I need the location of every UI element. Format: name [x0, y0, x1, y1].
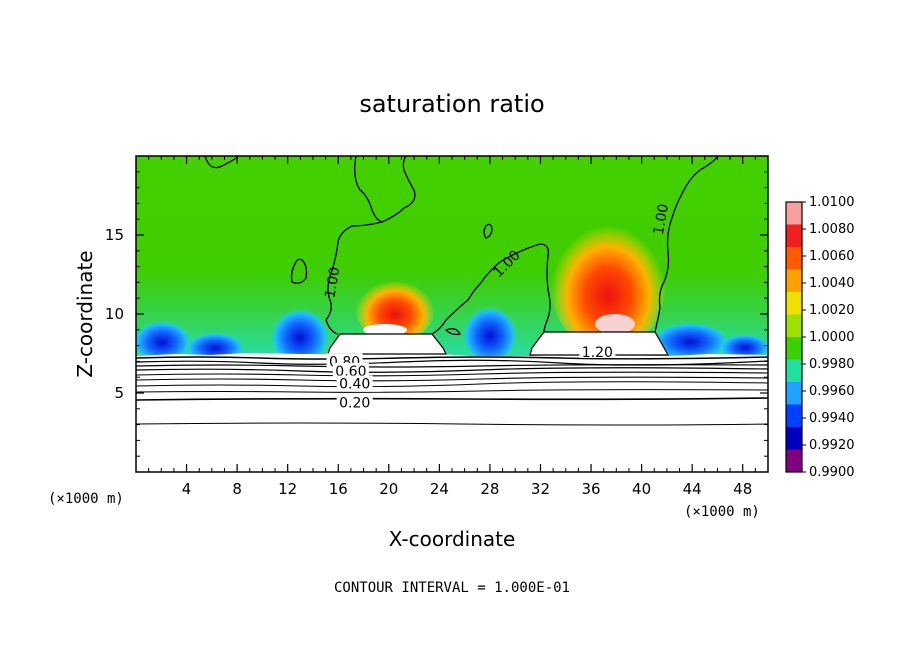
contour-label-bg: [579, 343, 616, 358]
colorbar-tick-label: 1.0060: [809, 249, 855, 264]
x-axis-label: X-coordinate: [389, 527, 516, 551]
dry-spot: [270, 302, 330, 362]
colorbar-swatch: [786, 292, 802, 315]
cloud-top-cap: [363, 324, 407, 336]
colorbar-tick-label: 0.9940: [809, 411, 855, 426]
x-tick-label: 20: [379, 480, 398, 498]
chart-title: saturation ratio: [359, 90, 544, 118]
contour-label-bg: [336, 375, 373, 390]
dry-spot: [136, 316, 192, 360]
y-axis: 5 10 15: [105, 171, 768, 457]
contour-label-text: 0.40: [339, 377, 370, 393]
colorbar-tick-label: 0.9960: [809, 384, 855, 399]
colorbar-tick-label: 1.0020: [809, 303, 855, 318]
x-unit-right: (×1000 m): [684, 504, 760, 520]
contour-label-bg: [332, 362, 369, 377]
y-tick-label: 15: [105, 226, 124, 244]
x-tick-label: 40: [632, 480, 651, 498]
colorbar-swatch: [786, 359, 802, 383]
y-tick-label: 5: [114, 384, 124, 402]
y-axis-label: Z-coordinate: [73, 250, 97, 377]
colorbar-swatch: [786, 202, 802, 225]
supersaturation-plume: [550, 212, 666, 352]
cloud-top-cap: [595, 314, 635, 334]
colorbar-swatch: [786, 224, 802, 248]
cloud-core-left: [327, 333, 447, 355]
x-tick-label: 36: [581, 480, 600, 498]
plot-area: 1.001.001.001.200.800.600.400.20: [136, 156, 768, 472]
contour-label-text: 1.20: [582, 345, 613, 361]
contour-label-text: 1.00: [651, 203, 672, 236]
x-tick-label: 24: [430, 480, 449, 498]
colorbar-swatch: [786, 449, 802, 473]
contour-label-text: 0.20: [339, 395, 370, 411]
colorbar-tick-label: 0.9920: [809, 438, 855, 453]
x-tick-label: 12: [278, 480, 297, 498]
colorbar-swatch: [786, 382, 802, 405]
colorbar-tick-label: 1.0080: [809, 222, 855, 237]
contour-label: 0.20: [336, 394, 373, 411]
contour-label: 1.20: [579, 343, 616, 361]
colorbar-tick-label: 1.0040: [809, 276, 855, 291]
x-tick-label: 4: [182, 480, 192, 498]
contour-label-text: 1.00: [322, 266, 343, 299]
contour-interval-note: CONTOUR INTERVAL = 1.000E-01: [334, 580, 570, 596]
colorbar-swatch: [786, 314, 802, 338]
contour-labels: 1.001.001.001.200.800.600.400.20: [322, 203, 672, 412]
colorbar-swatch: [786, 337, 802, 360]
dry-spot: [185, 329, 245, 361]
colorbar-swatch: [786, 269, 802, 293]
y-tick-label: 10: [105, 305, 124, 323]
x-tick-label: 44: [683, 480, 702, 498]
x-unit-left: (×1000 m): [48, 491, 124, 507]
dry-spot: [650, 318, 730, 358]
x-tick-label: 28: [480, 480, 499, 498]
colorbar-tick-label: 1.0100: [809, 195, 855, 210]
dry-spot: [719, 331, 768, 359]
contour-label: 1.00: [322, 266, 343, 299]
contour-lines-lower: [136, 356, 768, 426]
colorbar-swatch: [786, 247, 802, 270]
colorbar-tick-label: 0.9980: [809, 357, 855, 372]
subsaturated-lower-region: [136, 353, 768, 472]
colorbar: 1.0100 1.0080 1.0060 1.0040 1.0020 1.0000 0.99…: [785, 195, 855, 480]
colorbar-swatch: [786, 404, 802, 428]
x-tick-label: 16: [329, 480, 348, 498]
contour-lines-1.00: [204, 156, 719, 336]
dry-spot: [462, 300, 518, 360]
x-tick-label: 48: [733, 480, 752, 498]
x-tick-label: 32: [531, 480, 550, 498]
x-axis: 4 8 12 16 20 24 28 32 36 40 44 48: [148, 156, 756, 498]
contour-label: 1.00: [651, 203, 672, 236]
contour-label: 0.40: [336, 375, 373, 393]
contour-label-bg: [336, 394, 373, 409]
colorbar-tick-label: 1.0000: [809, 330, 855, 345]
colorbar-tick-label: 0.9900: [809, 465, 855, 480]
colorbar-swatch: [786, 427, 802, 450]
x-tick-label: 8: [232, 480, 242, 498]
